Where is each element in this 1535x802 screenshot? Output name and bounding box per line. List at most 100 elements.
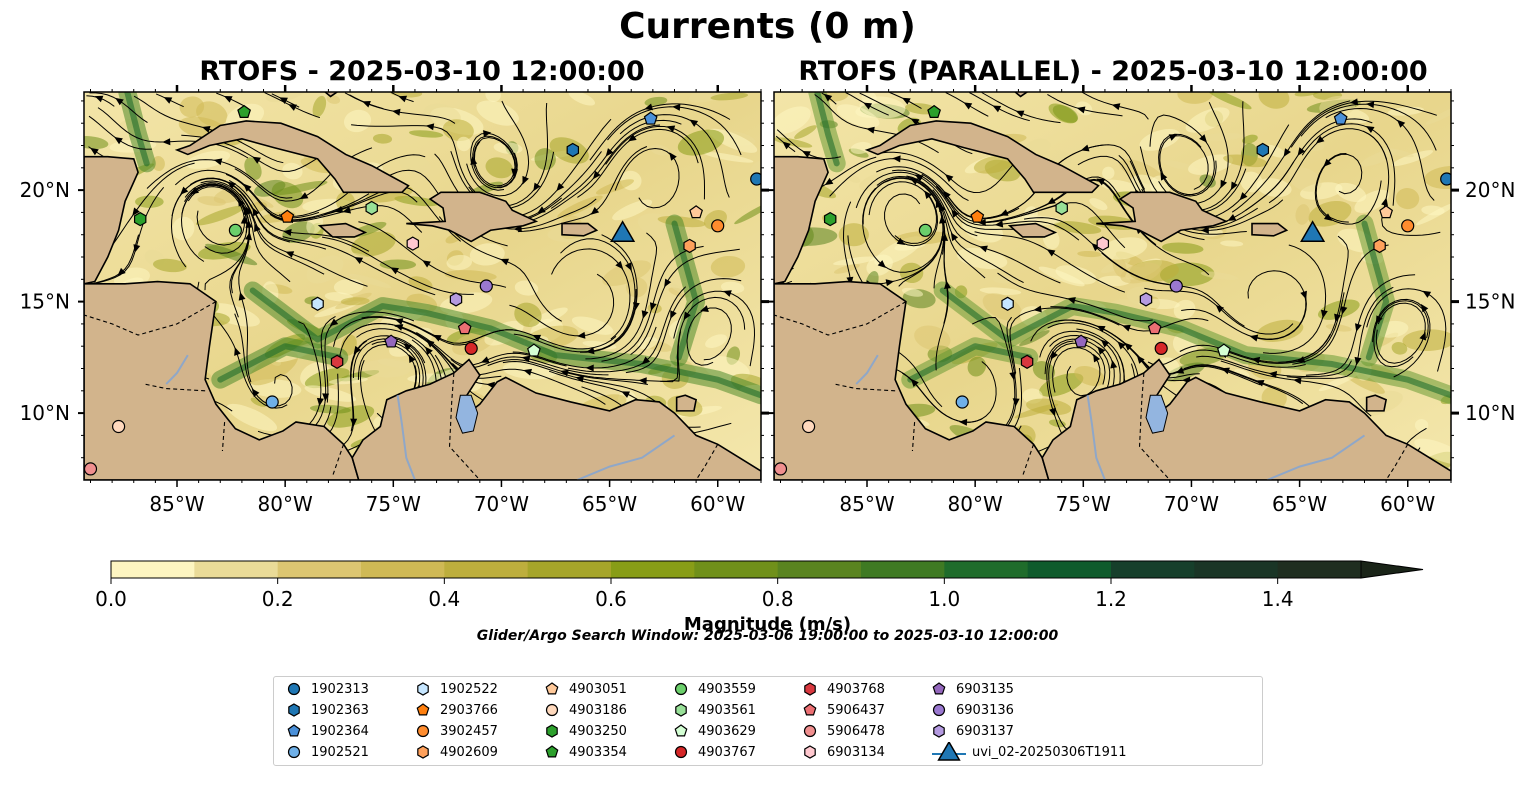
land-jamaica [1007,222,1058,238]
lon-tick-label: 75°W [366,492,421,516]
legend-item: 4903767 [674,742,756,762]
legend-marker-icon [545,703,559,717]
legend-marker-icon [803,724,817,738]
legend-item: 4903629 [674,721,756,741]
legend-item: 1902521 [287,742,369,762]
marker-6903136 [1169,279,1183,293]
colorbar-tick-label: 0.0 [95,587,127,611]
colorbar-segment [777,561,862,578]
legend-item: 4903354 [545,742,627,762]
legend-marker-icon [674,682,688,696]
legend-item: 6903137 [932,721,1014,741]
colorbar-segment [194,561,279,578]
colorbar: 0.0 0.2 0.4 0.6 0.8 1.0 1.2 1.4 [95,560,1424,611]
legend-item: 4903561 [674,700,756,720]
marker-4903051 [689,205,703,219]
lon-tick-label: 75°W [1056,492,1111,516]
legend-item-label: 1902364 [311,723,369,739]
legend-item-label: 1902363 [311,702,369,718]
colorbar-extend-arrow [1360,560,1424,579]
float-markers [774,104,1451,476]
legend-marker-icon [675,703,687,717]
legend-marker-icon [287,682,301,696]
map-axes: 85°W 80°W 75°W 70°W 65°W 60°W 10°N 15°N 20°N [768,85,1515,516]
legend-item-label: 4903186 [569,702,627,718]
legend-item: 1902364 [287,721,369,741]
colorbar-segment [611,561,695,578]
lon-tick-label: 65°W [582,492,637,516]
colorbar-frame [110,560,1362,579]
figure-title: Currents (0 m) [619,6,916,47]
colorbar-tick-label: 0.8 [762,587,794,611]
legend-item: 4903768 [803,679,885,699]
legend-marker-icon [546,724,558,738]
legend-item-label: 4903559 [698,681,756,697]
land-puertorico [1251,222,1289,237]
colorbar-label: Magnitude (m/s) [683,614,852,635]
lon-tick-label: 65°W [1272,492,1327,516]
legend-item-label: 4903767 [698,744,756,760]
land-andros [323,92,339,98]
legend-item-label: 6903134 [827,744,885,760]
legend-item: 4903250 [545,721,627,741]
marker-4903768 [1020,354,1034,369]
legend-item-label: 4902609 [440,744,498,760]
marker-6903134 [1096,236,1110,251]
land-mexico [84,155,139,285]
legend-marker-icon [932,703,946,717]
marker-6903134 [406,236,420,251]
marker-1902363 [566,142,580,158]
legend-item-label: 6903137 [956,723,1014,739]
legend-marker-icon [545,745,559,758]
marker-6903135 [1074,334,1088,348]
legend-marker-icon [674,724,688,737]
marker-2903766 [970,209,985,223]
legend-item: 4903186 [545,700,627,720]
map-panel-rtofs: 85°W 80°W 75°W 70°W 65°W 60°W 10°N 15°N 20°N [20,85,769,516]
colorbar-segment [944,561,1029,578]
panel-title-rtofs: RTOFS - 2025-03-10 12:00:00 [199,56,645,87]
colorbar-segment [694,561,779,578]
marker-3902457 [1401,219,1415,233]
lon-tick-label: 80°W [258,492,313,516]
legend-item: 3902457 [416,721,498,741]
marker-4903354 [927,104,941,118]
map-panel-rtofs-parallel: 85°W 80°W 75°W 70°W 65°W 60°W 10°N 15°N 20°N [768,85,1515,516]
lake-maracaibo [1145,394,1169,434]
colorbar-tick-label: 1.4 [1262,587,1294,611]
legend-marker-icon [417,745,429,759]
land-hispaniola [406,191,539,243]
legend-item-label: 1902521 [311,744,369,760]
lon-tick-label: 85°W [149,492,204,516]
lat-tick-label: 15°N [20,290,70,314]
marker-1902313 [1440,172,1451,186]
marker-4903767 [464,341,478,355]
colorbar-segment [111,561,195,578]
lat-tick-label: 10°N [20,401,70,425]
colorbar-tick-label: 0.2 [262,587,294,611]
land-cuba [174,120,410,194]
lon-tick-label: 70°W [474,492,529,516]
colorbar-tick-label: 1.2 [1095,587,1127,611]
legend-marker-icon [803,703,817,716]
colorbar-tick-label: 0.4 [428,587,460,611]
legend-item-label: 1902313 [311,681,369,697]
marker-4902609 [1373,238,1386,254]
marker-2903766 [280,209,295,223]
legend-item-label: 6903136 [956,702,1014,718]
marker-6903135 [384,334,398,348]
legend: 1902313 1902363 1902364 1902521 1902522 29037… [273,676,1263,766]
legend-item: 6903135 [932,679,1014,699]
float-markers [84,104,761,476]
legend-item: uvi_02-20250306T1911 [932,742,1126,762]
legend-marker-icon [932,742,966,761]
marker-4903559 [228,223,242,237]
legend-marker-icon [288,703,300,717]
marker-6903137 [449,292,463,307]
marker-1902522 [1001,296,1014,311]
legend-item: 4903559 [674,679,756,699]
land-andros [1013,92,1029,98]
legend-item-label: 4903561 [698,702,756,718]
marker-1902521 [265,395,279,409]
